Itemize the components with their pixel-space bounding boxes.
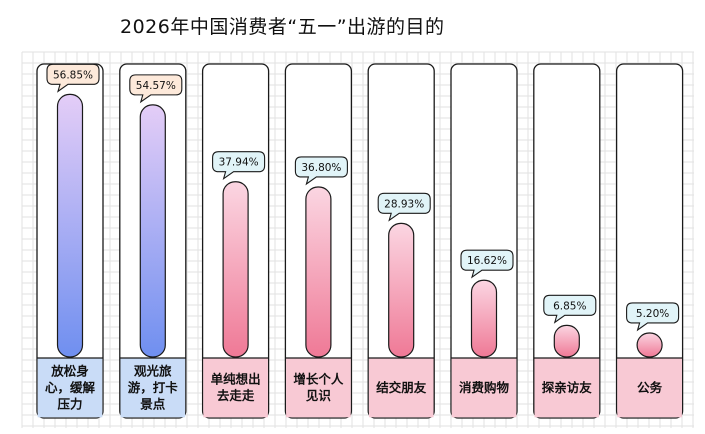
data-label: 37.94%	[219, 157, 259, 169]
tick-label: 结交朋友	[376, 380, 427, 395]
tick-label: 景点	[140, 396, 166, 411]
bar	[305, 186, 332, 358]
data-label: 28.93%	[384, 198, 424, 210]
bar-column: 28.93% 结交朋友	[367, 63, 435, 419]
value-callout	[543, 294, 597, 324]
value-callout	[212, 151, 266, 181]
bar	[388, 222, 415, 358]
bar	[222, 181, 249, 358]
bar-column: 5.20% 公务	[615, 63, 684, 419]
category-label-panel	[37, 358, 103, 418]
tick-label: 探亲访友	[542, 380, 593, 395]
tick-label: 观光旅	[134, 363, 172, 378]
tick-label: 消费购物	[459, 380, 510, 395]
value-callout	[129, 74, 183, 104]
tick-label: 增长个人	[293, 372, 344, 387]
bar-card	[450, 63, 518, 419]
bar	[636, 332, 663, 358]
bar	[470, 279, 498, 358]
value-callout	[626, 302, 680, 332]
tick-label: 见识	[306, 388, 332, 403]
tick-label: 公务	[637, 380, 663, 395]
value-callout	[377, 192, 431, 222]
value-callout	[294, 156, 348, 186]
data-label: 5.20%	[636, 308, 669, 320]
category-label-panel	[451, 358, 517, 418]
bar-column: 16.62% 消费购物	[450, 63, 518, 419]
bar	[553, 324, 580, 358]
data-label: 6.85%	[553, 300, 586, 312]
tick-label: 心，缓解	[45, 380, 96, 395]
tick-label: 去走走	[217, 388, 255, 403]
category-label-panel	[286, 358, 351, 418]
bar-card	[615, 63, 684, 419]
bar	[56, 93, 84, 358]
tick-label: 压力	[57, 396, 82, 411]
category-label-panel	[534, 358, 600, 418]
tick-label: 游，打卡	[128, 380, 179, 395]
category-label-panel	[120, 358, 186, 418]
bar-card	[533, 63, 601, 419]
data-label: 56.85%	[53, 69, 93, 81]
data-label: 54.57%	[136, 80, 176, 92]
category-label-panel	[617, 358, 682, 418]
category-label-panel	[203, 358, 268, 418]
tick-label: 放松身	[50, 363, 89, 378]
tick-label: 单纯想出	[211, 372, 261, 387]
bar	[139, 104, 166, 358]
bar-column: 6.85% 探亲访友	[533, 63, 601, 419]
category-label-panel	[368, 358, 434, 418]
data-label: 36.80%	[301, 162, 341, 174]
chart-title: 2026年中国消费者“五一”出游的目的	[120, 16, 445, 38]
value-callout	[460, 249, 514, 279]
data-label: 16.62%	[467, 255, 507, 267]
value-callout	[46, 63, 100, 93]
